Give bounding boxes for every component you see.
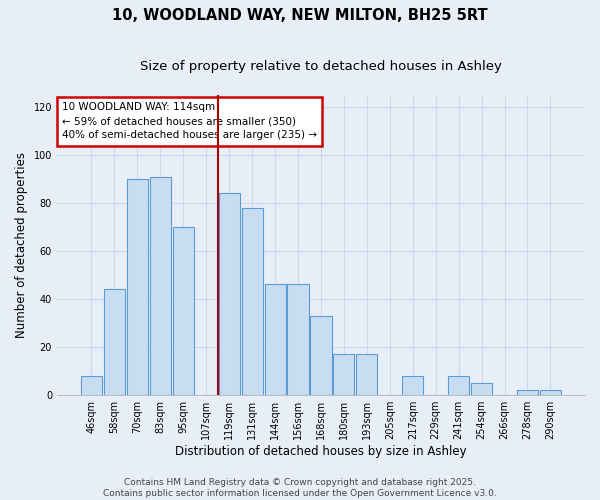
- Bar: [81, 376, 102, 394]
- Bar: [334, 354, 355, 395]
- Bar: [127, 179, 148, 394]
- Text: 10, WOODLAND WAY, NEW MILTON, BH25 5RT: 10, WOODLAND WAY, NEW MILTON, BH25 5RT: [112, 8, 488, 22]
- Bar: [242, 208, 263, 394]
- X-axis label: Distribution of detached houses by size in Ashley: Distribution of detached houses by size …: [175, 444, 467, 458]
- Bar: [173, 227, 194, 394]
- Bar: [402, 376, 424, 394]
- Bar: [287, 284, 308, 395]
- Bar: [104, 289, 125, 395]
- Bar: [448, 376, 469, 394]
- Y-axis label: Number of detached properties: Number of detached properties: [15, 152, 28, 338]
- Bar: [471, 382, 492, 394]
- Bar: [150, 176, 171, 394]
- Bar: [218, 194, 240, 394]
- Bar: [540, 390, 561, 394]
- Text: 10 WOODLAND WAY: 114sqm
← 59% of detached houses are smaller (350)
40% of semi-d: 10 WOODLAND WAY: 114sqm ← 59% of detache…: [62, 102, 317, 141]
- Bar: [310, 316, 332, 394]
- Title: Size of property relative to detached houses in Ashley: Size of property relative to detached ho…: [140, 60, 502, 73]
- Bar: [265, 284, 286, 395]
- Bar: [517, 390, 538, 394]
- Bar: [356, 354, 377, 395]
- Text: Contains HM Land Registry data © Crown copyright and database right 2025.
Contai: Contains HM Land Registry data © Crown c…: [103, 478, 497, 498]
